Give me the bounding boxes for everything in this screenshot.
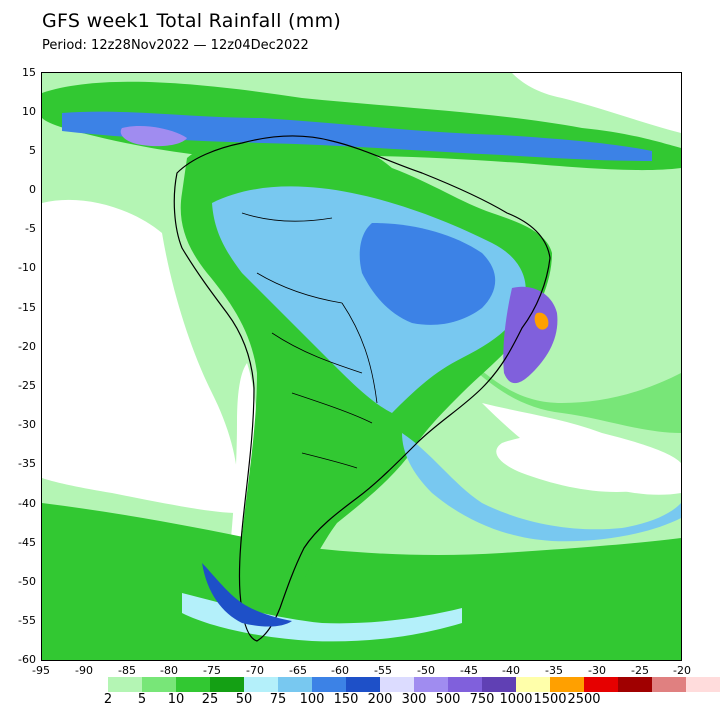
- tierra-del-fuego: [202, 563, 292, 627]
- lon-tick-label: -60: [331, 664, 349, 677]
- country-borders: [241, 212, 378, 469]
- extreme-rain-core: [534, 312, 549, 330]
- south-america-coastline: [173, 135, 551, 642]
- legend-swatch: [448, 677, 482, 692]
- lon-tick-label: -85: [118, 664, 136, 677]
- legend-swatch: [108, 677, 142, 692]
- legend-swatch: [652, 677, 686, 692]
- period-subtitle: Period: 12z28Nov2022 — 12z04Dec2022: [42, 38, 309, 53]
- lon-tick-label: -50: [417, 664, 435, 677]
- lat-tick-label: -30: [18, 418, 36, 431]
- heavy-rain-atlantic-spiral: [402, 433, 681, 542]
- legend-label: 150: [333, 692, 359, 707]
- heavy-rain-north-band: [62, 111, 652, 161]
- lat-tick-label: -15: [18, 301, 36, 314]
- lon-tick-label: -20: [673, 664, 691, 677]
- lon-tick-label: -65: [289, 664, 307, 677]
- lat-tick-label: 10: [22, 105, 36, 118]
- dry-area-pacific: [42, 199, 239, 514]
- legend-swatch: [516, 677, 550, 692]
- lon-tick-label: -40: [502, 664, 520, 677]
- rain-band-atlantic-south: [442, 333, 681, 433]
- legend-label: 1500: [533, 692, 567, 707]
- legend-label: 2: [103, 692, 113, 707]
- lon-tick-label: -70: [246, 664, 264, 677]
- lon-tick-label: -55: [374, 664, 392, 677]
- legend-label: 25: [201, 692, 219, 707]
- dry-area-north-atlantic: [512, 73, 681, 133]
- legend-swatch: [618, 677, 652, 692]
- legend-swatch: [244, 677, 278, 692]
- lat-tick-label: -45: [18, 536, 36, 549]
- rainfall-map: [41, 72, 682, 661]
- legend-label: 10: [167, 692, 185, 707]
- legend-label: 2500: [567, 692, 601, 707]
- legend-swatch: [210, 677, 244, 692]
- lat-tick-label: 15: [22, 66, 36, 79]
- lat-tick-label: -60: [18, 653, 36, 666]
- dry-area-atlantic-gyre: [496, 433, 665, 493]
- legend-swatch: [482, 677, 516, 692]
- map-title: GFS week1 Total Rainfall (mm): [42, 10, 342, 32]
- lat-tick-label: -35: [18, 457, 36, 470]
- lon-tick-label: -90: [75, 664, 93, 677]
- legend-swatch: [550, 677, 584, 692]
- lon-tick-label: -95: [32, 664, 50, 677]
- lat-tick-label: -50: [18, 575, 36, 588]
- lat-tick-label: -20: [18, 340, 36, 353]
- rainfall-legend-colorbar: [108, 677, 720, 692]
- heavy-rain-south-spiral: [182, 593, 462, 642]
- lon-tick-label: -25: [631, 664, 649, 677]
- legend-label: 75: [269, 692, 287, 707]
- legend-swatch: [584, 677, 618, 692]
- legend-label: 300: [401, 692, 427, 707]
- lat-tick-label: -55: [18, 614, 36, 627]
- lon-tick-label: -45: [460, 664, 478, 677]
- legend-swatch: [686, 677, 720, 692]
- lon-tick-label: -35: [545, 664, 563, 677]
- lon-tick-label: -80: [160, 664, 178, 677]
- legend-label: 5: [137, 692, 147, 707]
- lon-tick-label: -30: [588, 664, 606, 677]
- legend-label: 750: [469, 692, 495, 707]
- legend-swatch: [346, 677, 380, 692]
- rainfall-legend-labels: 2 5 10 25 50 75 100 150 200 300 500 750 …: [0, 692, 721, 710]
- legend-swatch: [176, 677, 210, 692]
- rainfall-map-canvas: [42, 73, 681, 660]
- lon-tick-label: -75: [203, 664, 221, 677]
- heavy-rain-brazil: [359, 223, 496, 325]
- lat-tick-label: 5: [29, 144, 36, 157]
- legend-swatch: [278, 677, 312, 692]
- legend-label: 100: [299, 692, 325, 707]
- legend-label: 50: [235, 692, 253, 707]
- legend-label: 500: [435, 692, 461, 707]
- lat-tick-label: -25: [18, 379, 36, 392]
- legend-label: 1000: [499, 692, 533, 707]
- intense-rain-colombia: [120, 126, 187, 147]
- lat-tick-label: -10: [18, 261, 36, 274]
- legend-swatch: [414, 677, 448, 692]
- lat-tick-label: -40: [18, 497, 36, 510]
- legend-swatch: [380, 677, 414, 692]
- legend-swatch: [142, 677, 176, 692]
- legend-swatch: [312, 677, 346, 692]
- lat-tick-label: -5: [25, 222, 36, 235]
- lat-tick-label: 0: [29, 183, 36, 196]
- intense-rain-east-brazil: [503, 286, 558, 384]
- legend-label: 200: [367, 692, 393, 707]
